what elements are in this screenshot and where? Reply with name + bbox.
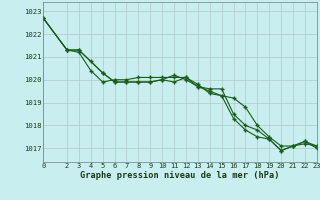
X-axis label: Graphe pression niveau de la mer (hPa): Graphe pression niveau de la mer (hPa): [80, 171, 280, 180]
